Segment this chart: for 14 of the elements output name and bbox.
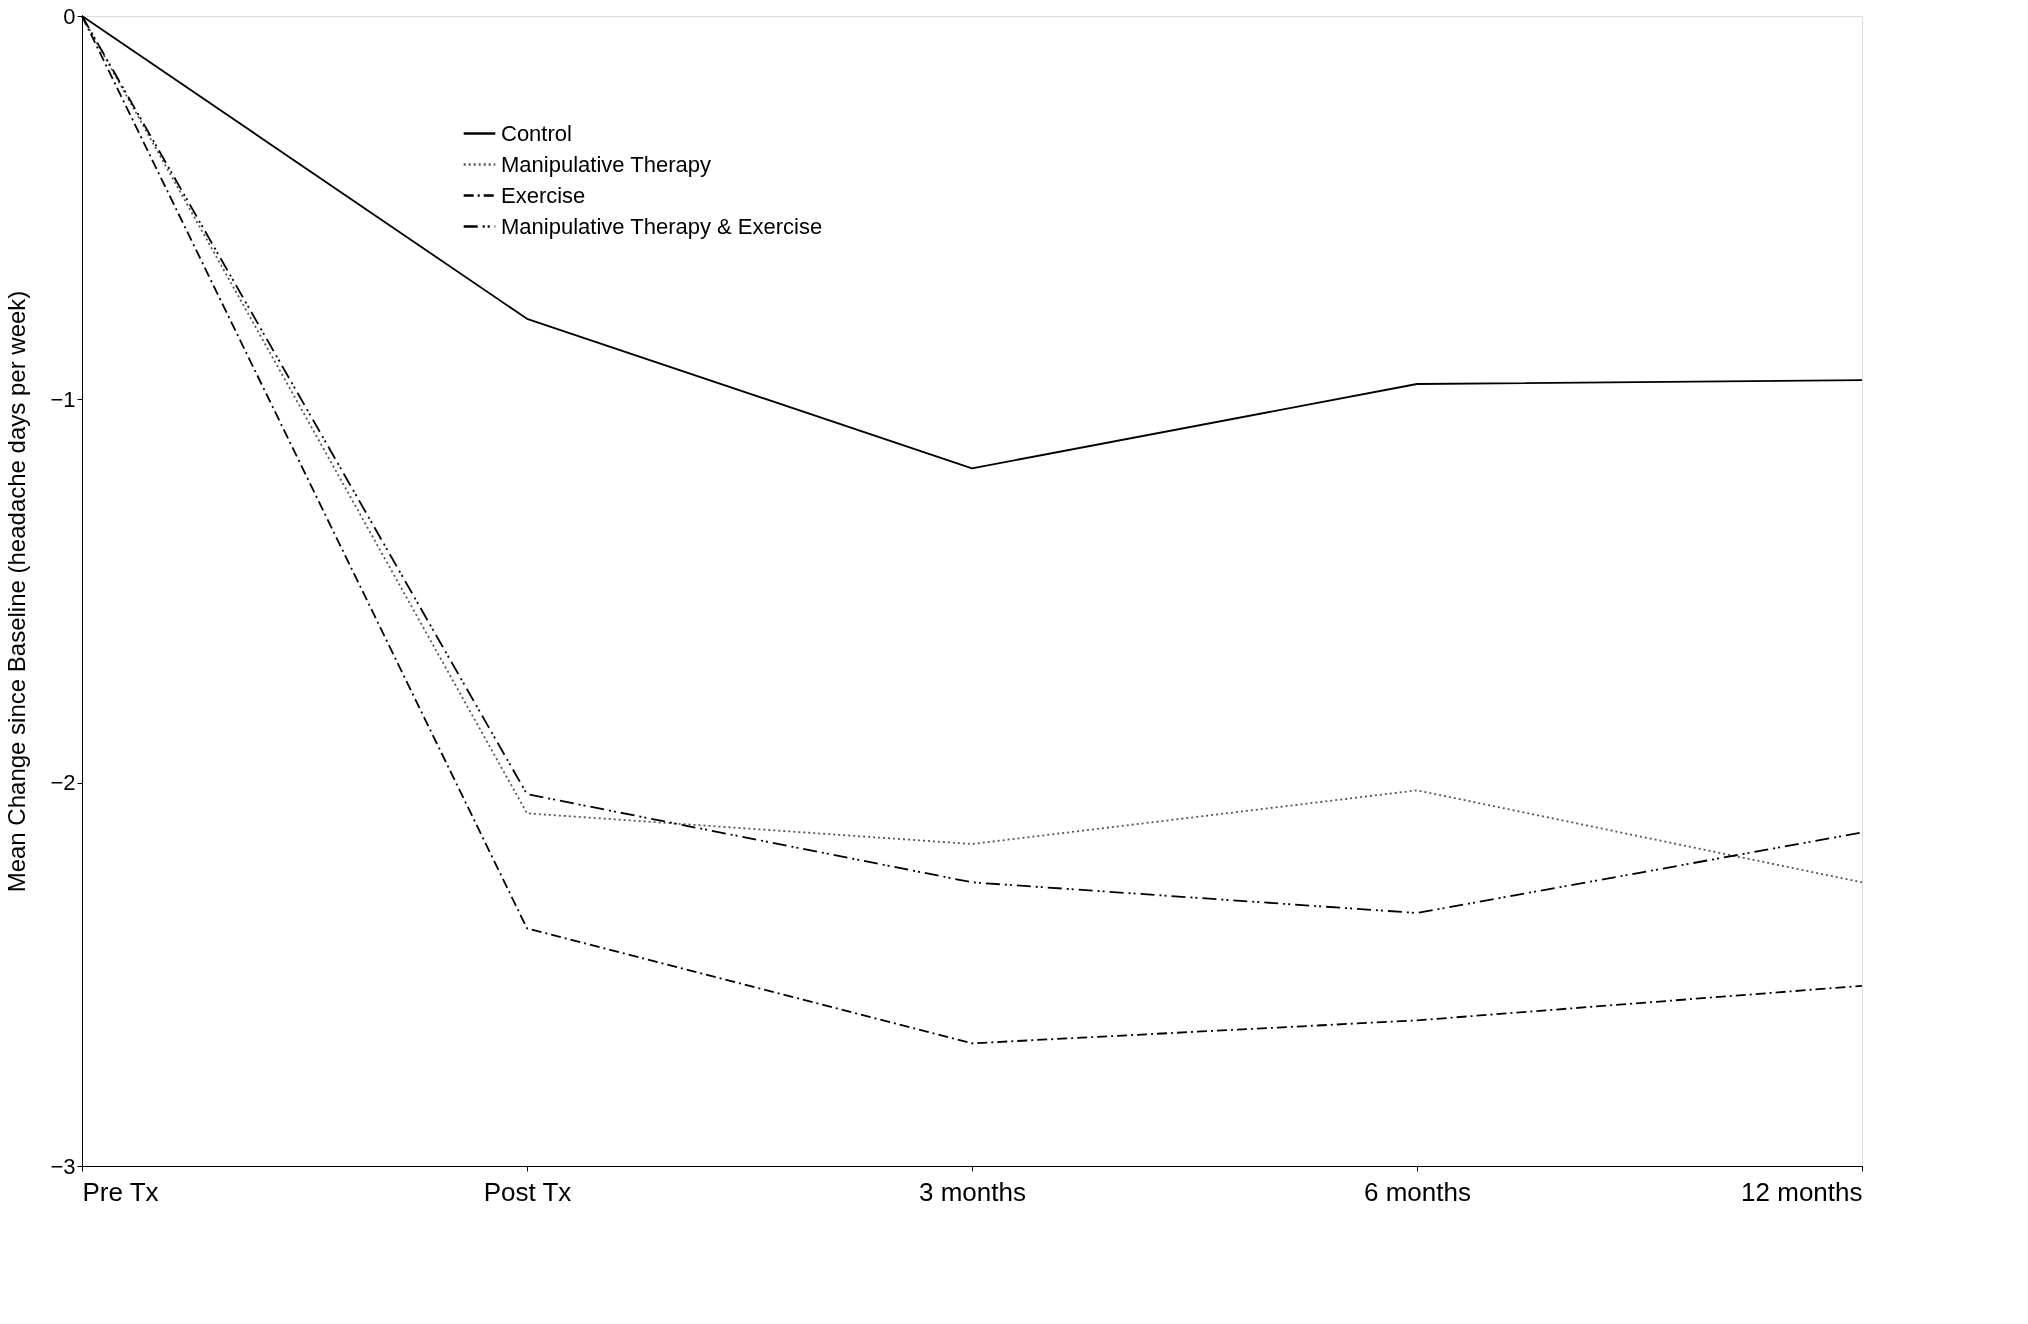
legend-label: Manipulative Therapy & Exercise <box>501 213 823 239</box>
y-tick-label: 0 <box>63 3 76 29</box>
legend-label: Exercise <box>501 182 586 208</box>
y-tick-label: −1 <box>50 386 76 412</box>
legend-label: Manipulative Therapy <box>501 151 711 177</box>
x-tick-label: 3 months <box>919 1176 1026 1207</box>
y-tick-label: −2 <box>50 770 76 796</box>
y-axis-title: Mean Change since Baseline (headache days per week) <box>3 290 31 893</box>
x-tick-label: Post Tx <box>483 1176 572 1207</box>
x-tick-label: Pre Tx <box>82 1176 159 1207</box>
legend-label: Control <box>501 120 572 146</box>
x-tick-label: 12 months <box>1741 1176 1863 1207</box>
x-tick-label: 6 months <box>1364 1176 1471 1207</box>
y-tick-label: −3 <box>50 1153 76 1179</box>
